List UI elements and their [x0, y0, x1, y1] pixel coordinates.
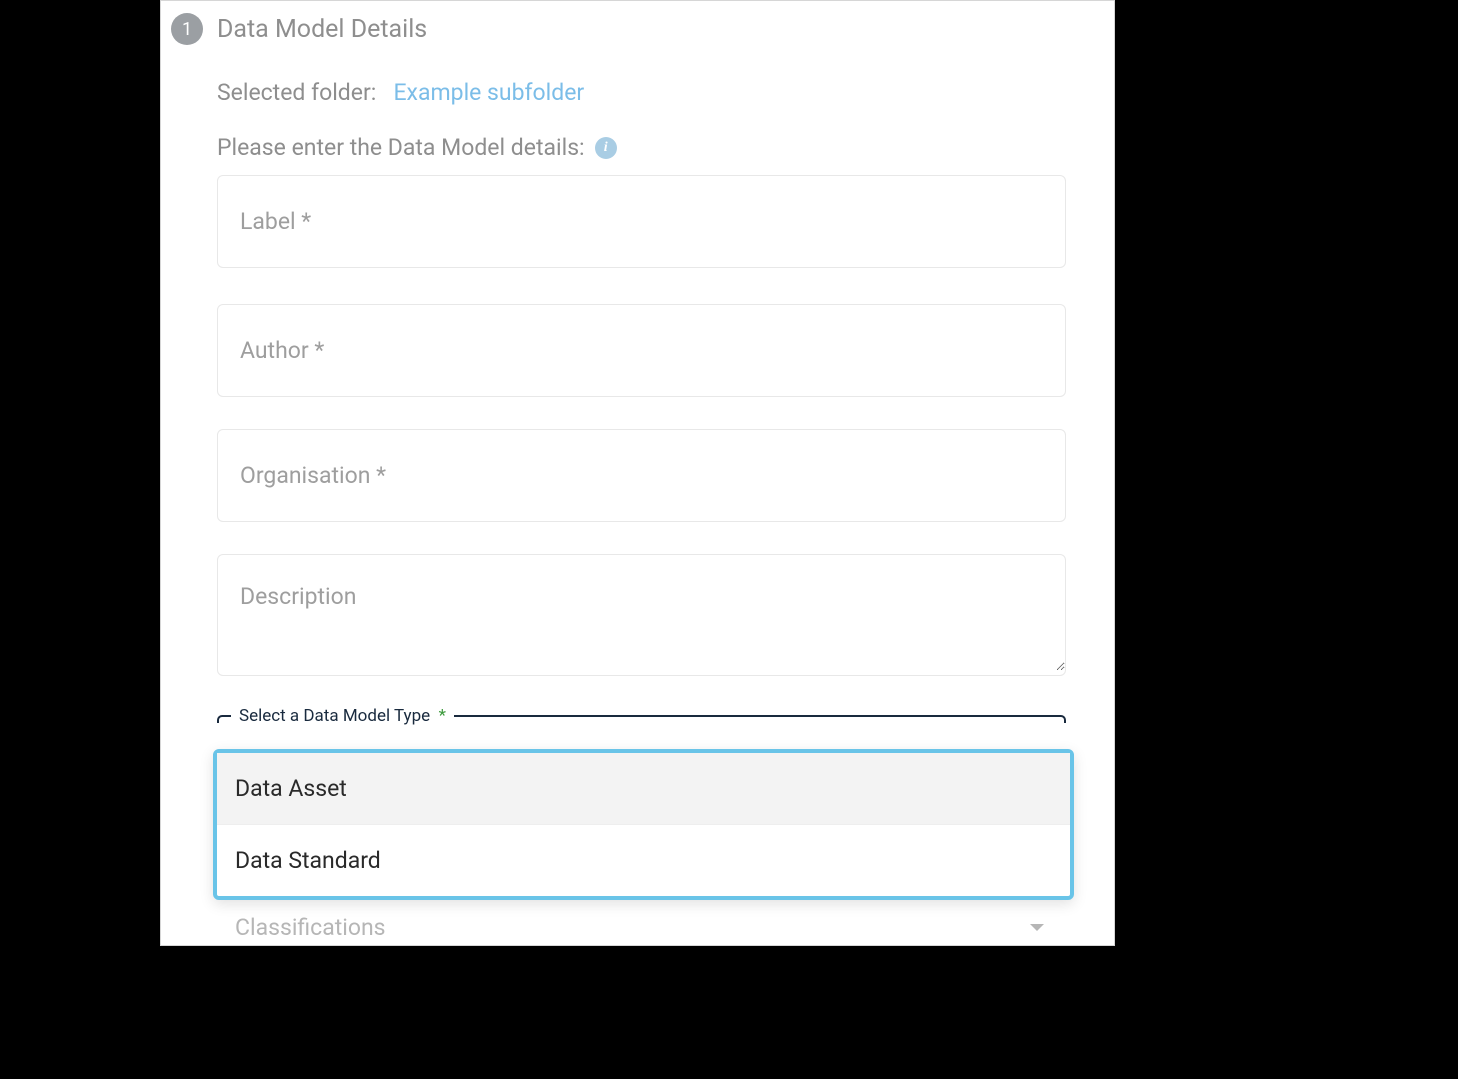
- selected-folder-line: Selected folder: Example subfolder: [217, 79, 1066, 106]
- label-input[interactable]: [218, 176, 1065, 267]
- type-select-label: Select a Data Model Type *: [235, 706, 450, 726]
- form-content: Selected folder: Example subfolder Pleas…: [161, 45, 1114, 722]
- step-header: 1 Data Model Details: [161, 13, 1114, 45]
- type-select-border-right: [454, 715, 1066, 723]
- description-field: [217, 554, 1066, 676]
- label-field: [217, 175, 1066, 268]
- selected-folder-link[interactable]: Example subfolder: [393, 79, 584, 106]
- author-field: [217, 304, 1066, 397]
- step-number-badge: 1: [171, 13, 203, 45]
- type-select-border-left: [217, 715, 231, 723]
- organisation-input[interactable]: [218, 430, 1065, 521]
- type-dropdown: Data Asset Data Standard: [213, 749, 1074, 900]
- required-star: *: [439, 706, 446, 726]
- author-input[interactable]: [218, 305, 1065, 396]
- type-option-data-asset[interactable]: Data Asset: [217, 753, 1070, 824]
- type-select-label-row: Select a Data Model Type *: [217, 708, 1066, 722]
- type-select[interactable]: Select a Data Model Type *: [217, 708, 1066, 722]
- step-number: 1: [182, 19, 192, 40]
- selected-folder-label: Selected folder:: [217, 79, 376, 106]
- step-title: Data Model Details: [217, 15, 427, 44]
- type-option-data-standard[interactable]: Data Standard: [217, 824, 1070, 896]
- data-model-panel: 1 Data Model Details Selected folder: Ex…: [160, 0, 1115, 946]
- type-select-label-text: Select a Data Model Type: [239, 706, 430, 726]
- classifications-select[interactable]: Classifications: [217, 914, 1066, 941]
- classifications-placeholder: Classifications: [235, 914, 386, 941]
- instruction-text: Please enter the Data Model details:: [217, 134, 585, 161]
- description-input[interactable]: [218, 555, 1065, 671]
- organisation-field: [217, 429, 1066, 522]
- chevron-down-icon: [1030, 924, 1044, 931]
- info-icon[interactable]: i: [595, 137, 617, 159]
- instruction-row: Please enter the Data Model details: i: [217, 134, 1066, 161]
